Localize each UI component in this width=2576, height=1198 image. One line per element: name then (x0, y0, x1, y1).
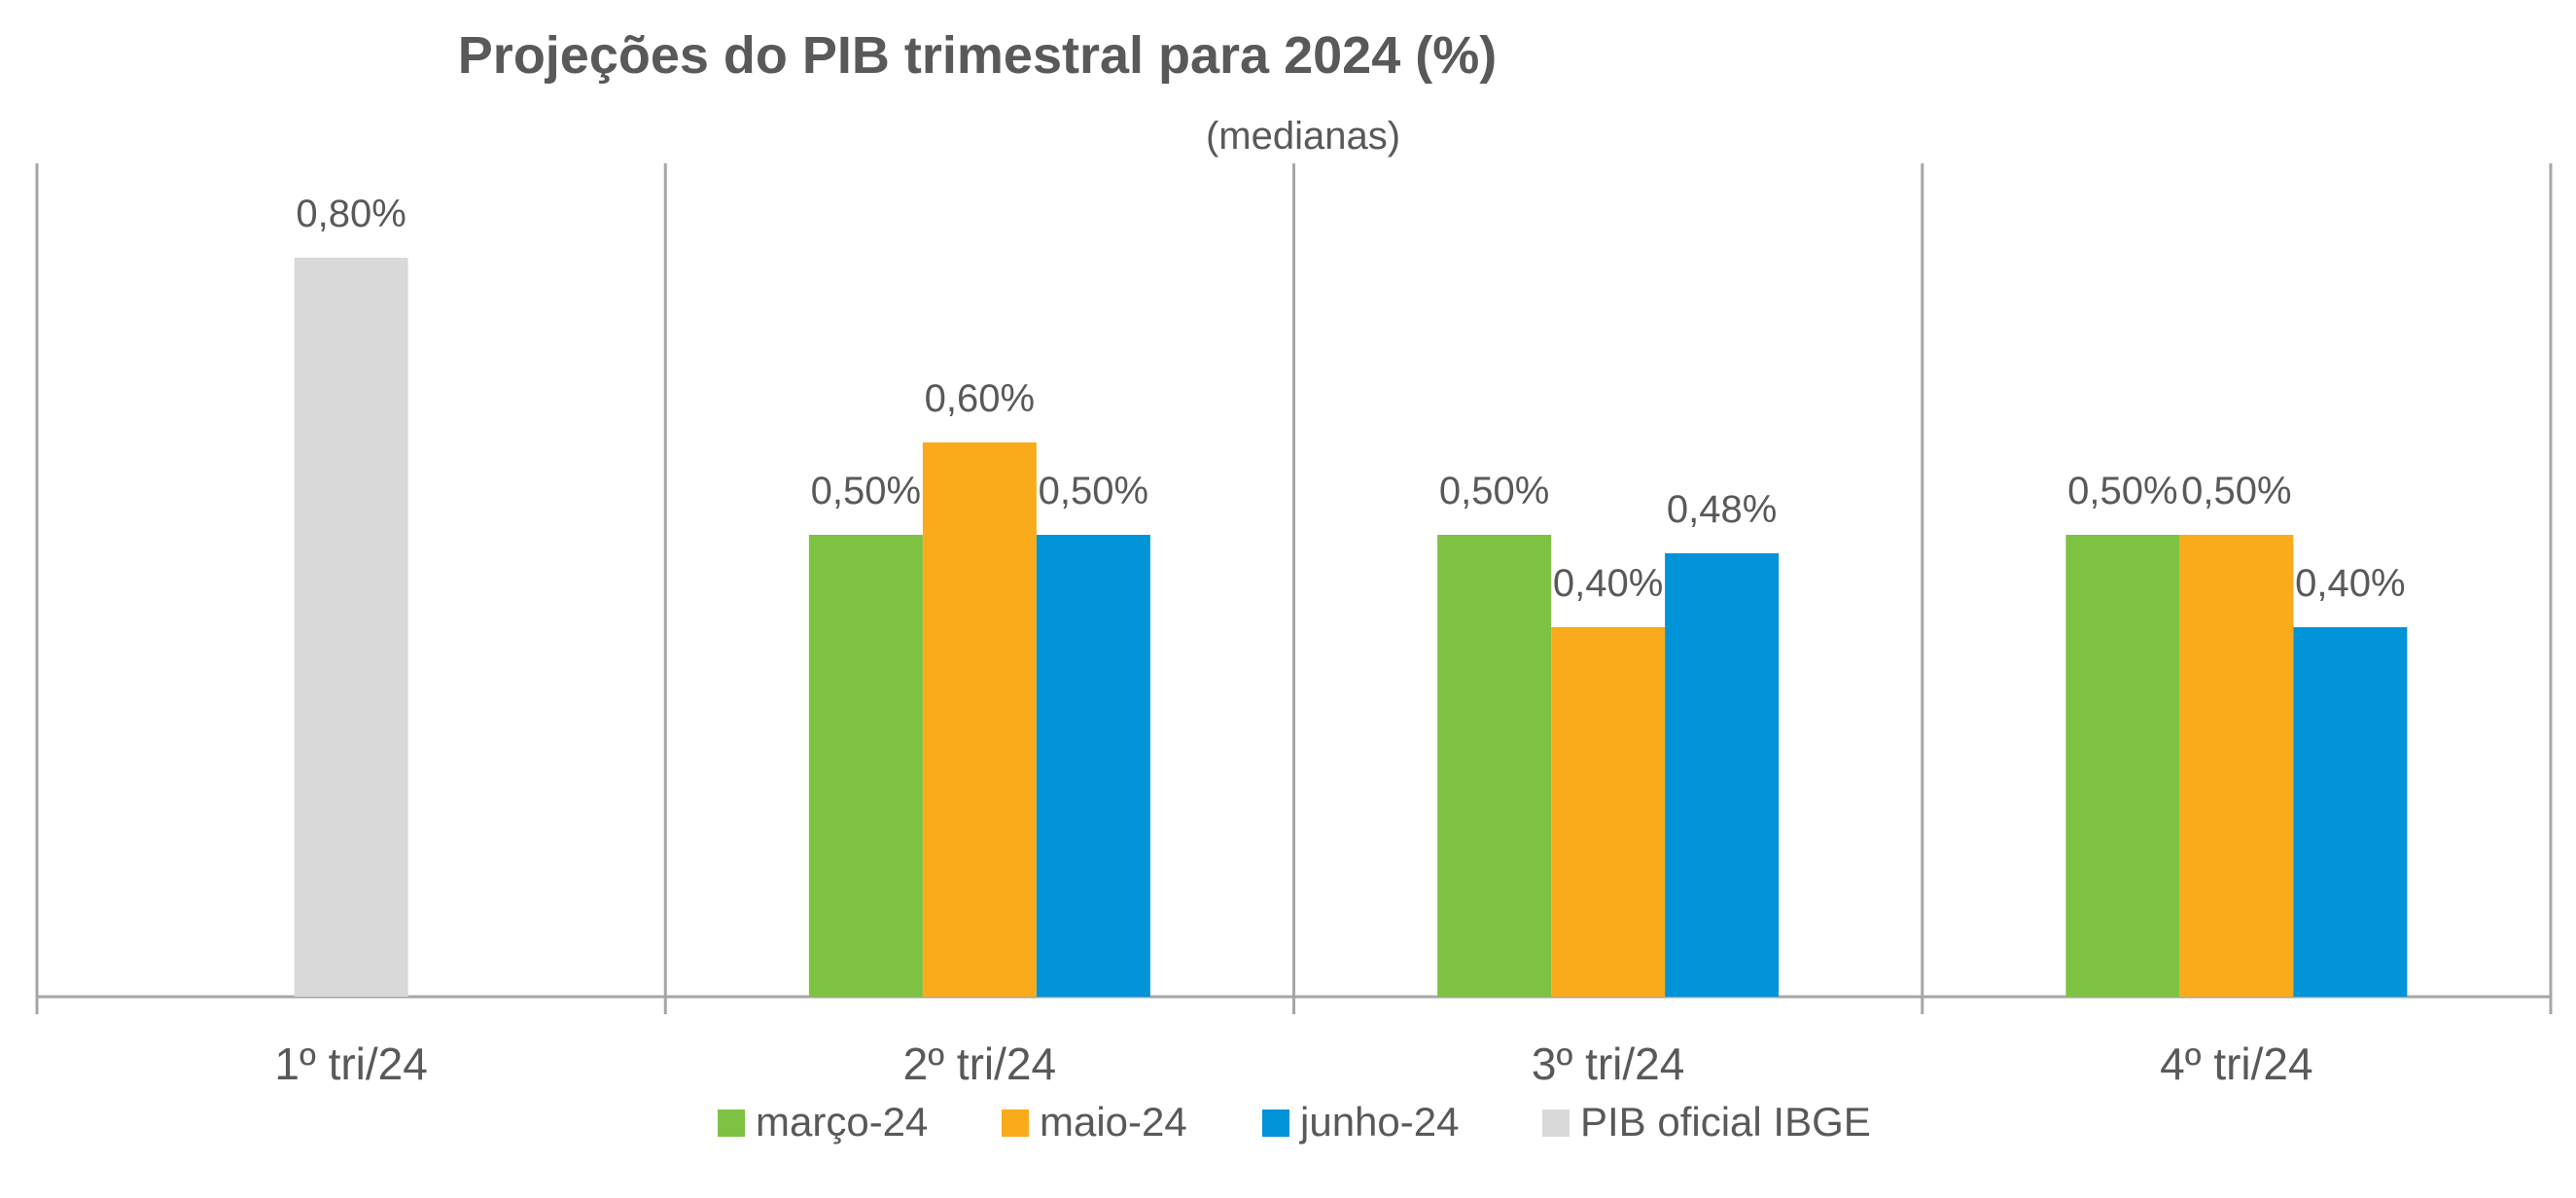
bar-março-24-2 (808, 535, 923, 997)
data-label: 0,50% (1439, 470, 1549, 512)
legend: março-24 maio-24 junho-24 PIB oficial IBGE (718, 1099, 1871, 1145)
bar-junho-24-4 (2293, 627, 2408, 997)
data-label: 0,80% (296, 193, 406, 235)
plot-area: 0,80% 1º tri/24 0,50% 0,60% 0,50% 2º tri/24 0,… (35, 163, 2553, 1089)
legend-swatch (1002, 1110, 1029, 1137)
chart-title: Projeções do PIB trimestral para 2024 (%… (458, 26, 1497, 85)
legend-swatch (1542, 1110, 1570, 1137)
bar-junho-24-2 (1036, 535, 1150, 997)
x-tick-label: 3º tri/24 (1532, 1039, 1684, 1089)
bar-março-24-4 (2065, 535, 2180, 997)
data-label: 0,60% (925, 377, 1035, 420)
x-tick-label: 2º tri/24 (903, 1039, 1056, 1089)
bar-maio-24-2 (922, 442, 1037, 997)
legend-swatch (718, 1110, 745, 1137)
data-label: 0,50% (811, 470, 921, 512)
bar-março-24-3 (1437, 535, 1552, 997)
x-tick-label: 4º tri/24 (2160, 1039, 2312, 1089)
legend-label: março-24 (756, 1099, 928, 1145)
data-label: 0,40% (1553, 562, 1663, 605)
data-label: 0,50% (1039, 470, 1148, 512)
legend-label: maio-24 (1040, 1099, 1187, 1145)
bar-maio-24-3 (1551, 627, 1666, 997)
data-label: 0,40% (2295, 562, 2405, 605)
legend-label: PIB oficial IBGE (1580, 1099, 1871, 1145)
legend-swatch (1262, 1110, 1289, 1137)
bar-pib-oficial-ibge-1 (294, 258, 408, 997)
legend-label: junho-24 (1298, 1099, 1459, 1145)
data-label: 0,50% (2181, 470, 2291, 512)
data-label: 0,50% (2067, 470, 2177, 512)
x-tick-label: 1º tri/24 (274, 1039, 427, 1089)
bar-maio-24-4 (2179, 535, 2294, 997)
bar-junho-24-3 (1665, 553, 1780, 997)
chart-subtitle: (medianas) (1206, 115, 1400, 158)
data-label: 0,48% (1667, 488, 1777, 531)
